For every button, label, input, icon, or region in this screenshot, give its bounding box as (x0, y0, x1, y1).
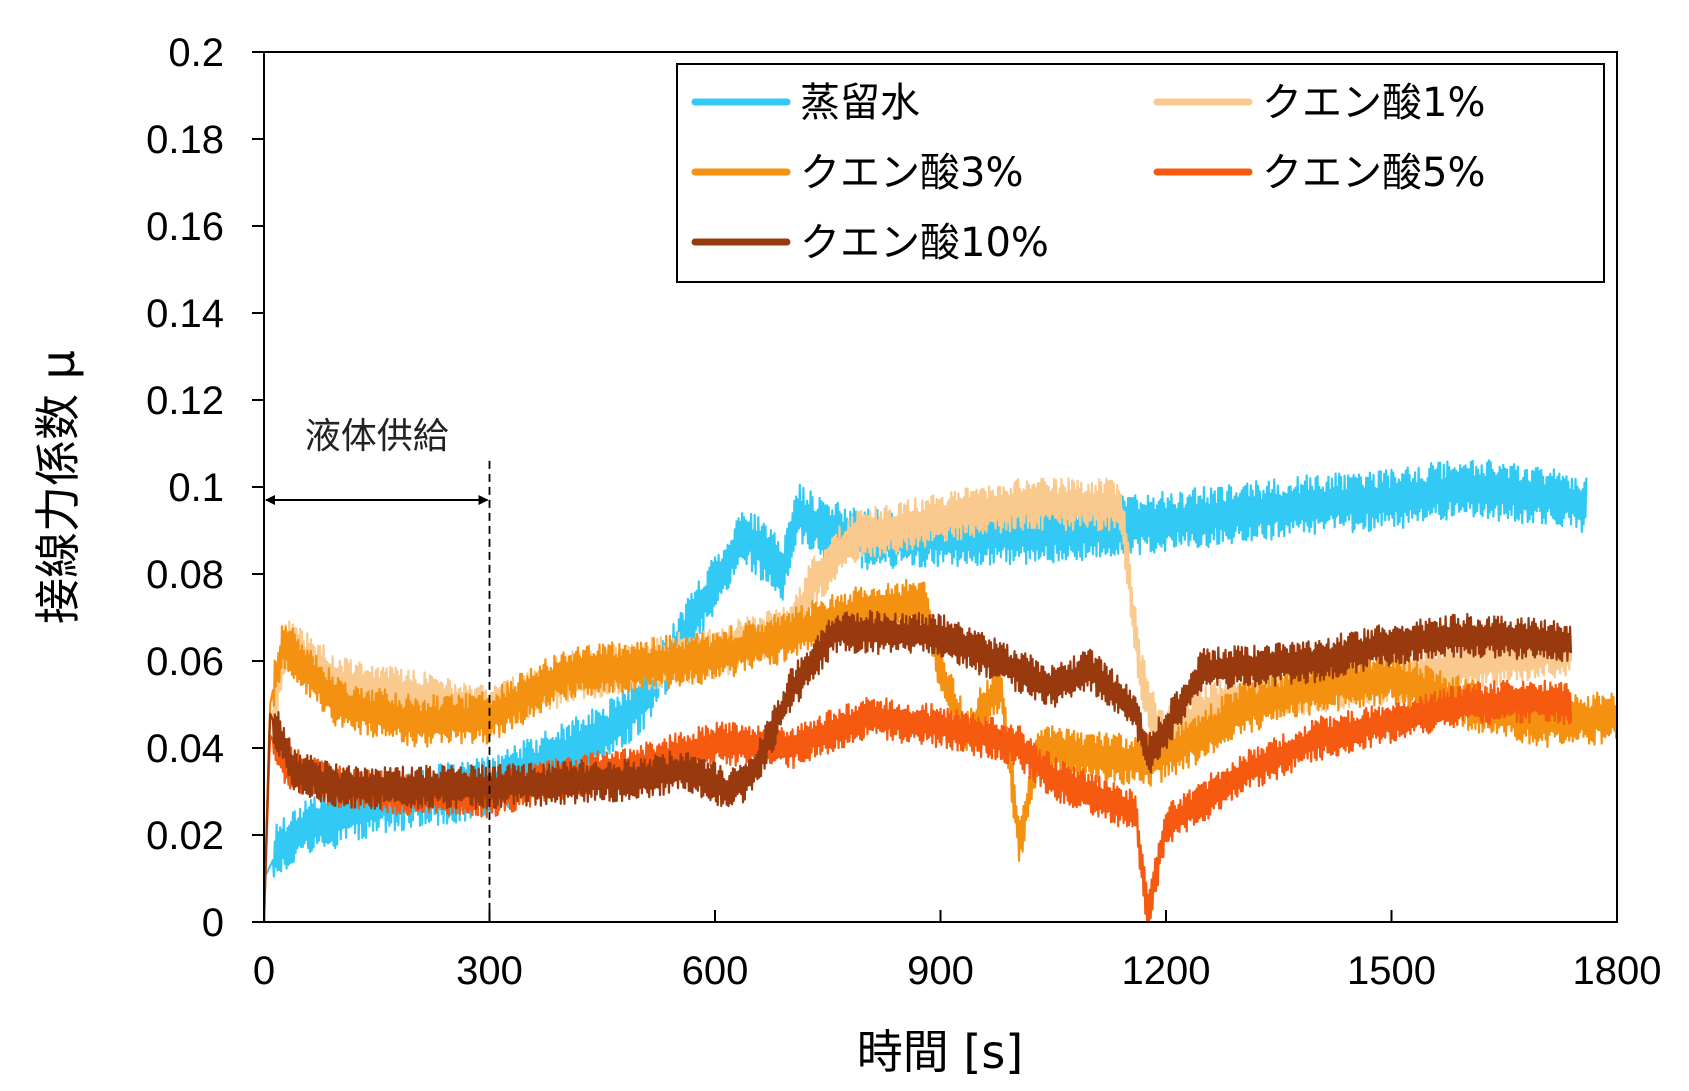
series-layer (264, 459, 1617, 922)
legend-label: クエン酸1% (1262, 80, 1485, 126)
supply-label: 液体供給 (305, 416, 449, 457)
x-axis: 0 300 600 900 1200 1500 1800 (253, 910, 1662, 993)
y-tick-label: 0.06 (146, 640, 224, 684)
x-tick-label: 1200 (1122, 949, 1211, 993)
x-tick-label: 600 (682, 949, 749, 993)
y-tick-label: 0.18 (146, 118, 224, 162)
y-tick-label: 0.08 (146, 553, 224, 597)
legend-label: クエン酸5% (1262, 150, 1485, 196)
y-tick-label: 0 (202, 901, 224, 945)
series-5 (264, 609, 1573, 922)
legend-item: 蒸留水 (691, 80, 920, 126)
y-tick-label: 0.12 (146, 379, 224, 423)
x-tick-label: 0 (253, 949, 275, 993)
y-tick-label: 0.04 (146, 727, 224, 771)
liquid-supply-annotation: 液体供給 (265, 416, 491, 922)
legend: 蒸留水 クエン酸1% クエン酸3% クエン酸5% クエン酸10% (676, 63, 1605, 283)
legend-item: クエン酸5% (1153, 150, 1485, 196)
y-tick-label: 0.14 (146, 292, 224, 336)
x-tick-label: 1800 (1573, 949, 1662, 993)
legend-label: クエン酸10% (800, 220, 1049, 266)
legend-item: クエン酸1% (1153, 80, 1485, 126)
y-tick-label: 0.2 (168, 31, 224, 75)
series-3 (264, 578, 1617, 922)
x-axis-title: 時間 [s] (857, 1025, 1023, 1079)
legend-label: クエン酸3% (800, 150, 1023, 196)
y-tick-label: 0.16 (146, 205, 224, 249)
y-tick-label: 0.1 (168, 466, 224, 510)
x-tick-label: 900 (907, 949, 974, 993)
legend-item: クエン酸3% (691, 150, 1023, 196)
y-axis-title: 接線力係数 μ (31, 350, 85, 624)
legend-item: クエン酸10% (691, 220, 1049, 266)
legend-label: 蒸留水 (800, 80, 920, 126)
y-tick-label: 0.02 (146, 814, 224, 858)
x-tick-label: 1500 (1347, 949, 1436, 993)
series-line (264, 609, 1573, 922)
x-tick-label: 300 (456, 949, 523, 993)
legend-box (676, 63, 1605, 283)
y-axis: 0 0.02 0.04 0.06 0.08 0.1 0.12 0.14 0.16 0.18 0.2 (146, 31, 264, 945)
series-line (264, 578, 1617, 922)
